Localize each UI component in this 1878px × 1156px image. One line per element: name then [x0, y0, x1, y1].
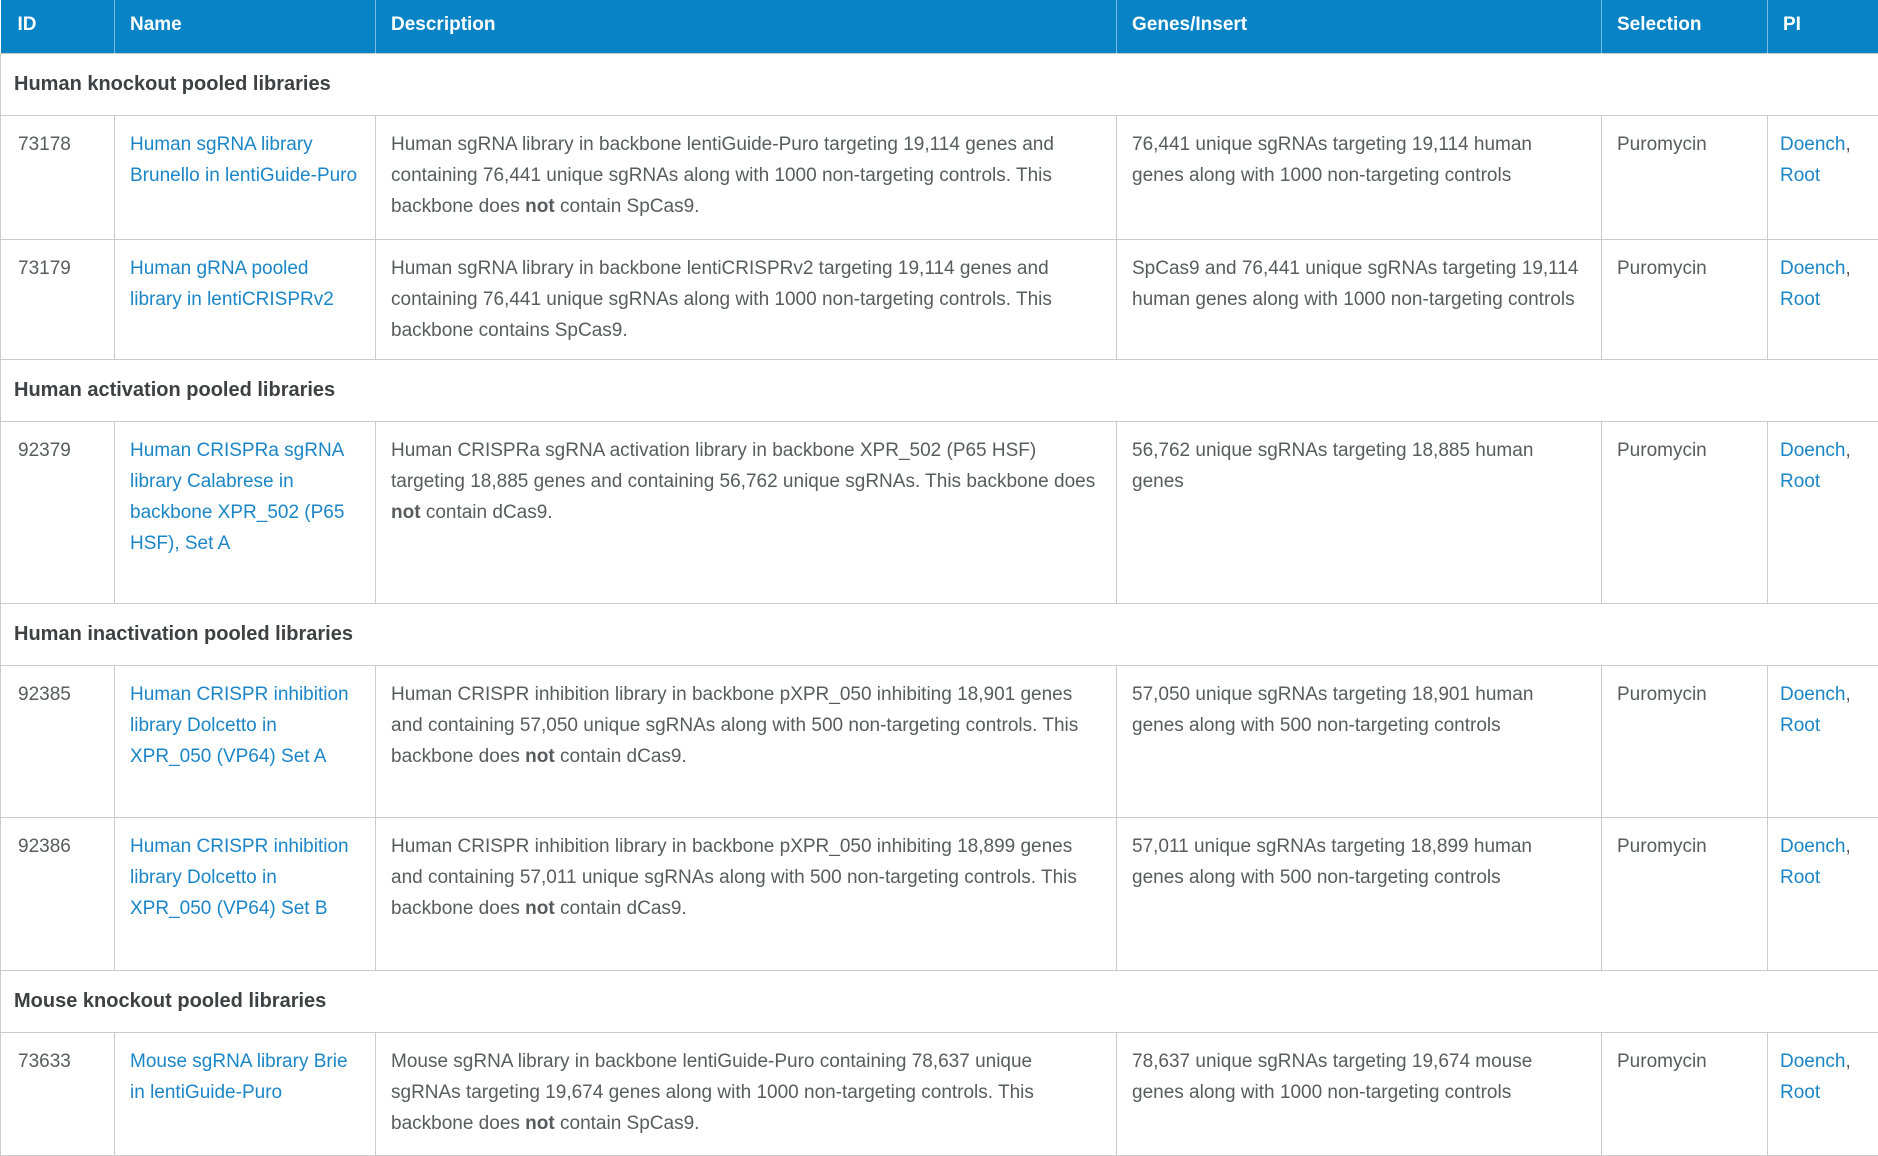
table-row: 92379 Human CRISPRa sgRNA library Calabr…: [1, 421, 1878, 603]
pi-link-doench[interactable]: Doench: [1780, 684, 1846, 705]
pi-link-root[interactable]: Root: [1780, 289, 1820, 310]
description-bold-text: not: [525, 1113, 555, 1134]
library-name-link[interactable]: Human CRISPRa sgRNA library Calabrese in…: [130, 440, 344, 554]
pi-separator: ,: [1846, 134, 1851, 155]
description-cell: Human CRISPR inhibition library in backb…: [376, 817, 1117, 970]
pi-link-root[interactable]: Root: [1780, 471, 1820, 492]
name-cell: Mouse sgRNA library Brie in lentiGuide-P…: [115, 1032, 376, 1155]
pi-cell: Doench, Root: [1768, 817, 1878, 970]
column-header-pi: PI: [1768, 0, 1878, 53]
name-cell: Human sgRNA library Brunello in lentiGui…: [115, 115, 376, 239]
table-header-row: ID Name Description Genes/Insert Selecti…: [1, 0, 1878, 53]
genes-insert-cell: SpCas9 and 76,441 unique sgRNAs targetin…: [1117, 239, 1602, 359]
column-header-name: Name: [115, 0, 376, 53]
id-cell: 73633: [1, 1032, 115, 1155]
pi-cell: Doench, Root: [1768, 115, 1878, 239]
description-bold-text: not: [525, 196, 555, 217]
pi-link-doench[interactable]: Doench: [1780, 440, 1846, 461]
description-bold-text: not: [391, 502, 421, 523]
description-cell: Human CRISPRa sgRNA activation library i…: [376, 421, 1117, 603]
description-bold-text: not: [525, 898, 555, 919]
selection-cell: Puromycin: [1602, 115, 1768, 239]
description-text: Human CRISPR inhibition library in backb…: [391, 684, 1078, 767]
description-text: Human CRISPR inhibition library in backb…: [391, 836, 1077, 919]
description-text: contain SpCas9.: [555, 1113, 700, 1134]
description-text: contain dCas9.: [421, 502, 553, 523]
column-header-selection: Selection: [1602, 0, 1768, 53]
library-name-link[interactable]: Human CRISPR inhibition library Dolcetto…: [130, 684, 349, 767]
id-cell: 73179: [1, 239, 115, 359]
pi-link-root[interactable]: Root: [1780, 1082, 1820, 1103]
id-cell: 92379: [1, 421, 115, 603]
description-text: Mouse sgRNA library in backbone lentiGui…: [391, 1051, 1034, 1134]
name-cell: Human gRNA pooled library in lentiCRISPR…: [115, 239, 376, 359]
library-name-link[interactable]: Mouse sgRNA library Brie in lentiGuide-P…: [130, 1051, 348, 1103]
pi-separator: ,: [1846, 258, 1851, 279]
name-cell: Human CRISPR inhibition library Dolcetto…: [115, 817, 376, 970]
description-text: Human sgRNA library in backbone lentiCRI…: [391, 258, 1052, 341]
genes-insert-cell: 76,441 unique sgRNAs targeting 19,114 hu…: [1117, 115, 1602, 239]
name-cell: Human CRISPRa sgRNA library Calabrese in…: [115, 421, 376, 603]
pi-cell: Doench, Root: [1768, 665, 1878, 817]
column-header-genes-insert: Genes/Insert: [1117, 0, 1602, 53]
name-cell: Human CRISPR inhibition library Dolcetto…: [115, 665, 376, 817]
description-text: contain SpCas9.: [555, 196, 700, 217]
genes-insert-cell: 57,050 unique sgRNAs targeting 18,901 hu…: [1117, 665, 1602, 817]
library-name-link[interactable]: Human CRISPR inhibition library Dolcetto…: [130, 836, 349, 919]
library-name-link[interactable]: Human sgRNA library Brunello in lentiGui…: [130, 134, 357, 186]
pi-separator: ,: [1846, 440, 1851, 461]
selection-cell: Puromycin: [1602, 421, 1768, 603]
id-cell: 92386: [1, 817, 115, 970]
id-cell: 92385: [1, 665, 115, 817]
table-row: 73633 Mouse sgRNA library Brie in lentiG…: [1, 1032, 1878, 1155]
pi-separator: ,: [1846, 684, 1851, 705]
genes-insert-cell: 57,011 unique sgRNAs targeting 18,899 hu…: [1117, 817, 1602, 970]
description-cell: Mouse sgRNA library in backbone lentiGui…: [376, 1032, 1117, 1155]
library-name-link[interactable]: Human gRNA pooled library in lentiCRISPR…: [130, 258, 334, 310]
section-title: Human activation pooled libraries: [1, 359, 1878, 421]
pi-separator: ,: [1846, 1051, 1851, 1072]
section-header-row: Mouse knockout pooled libraries: [1, 970, 1878, 1032]
table-row: 73179 Human gRNA pooled library in lenti…: [1, 239, 1878, 359]
pi-separator: ,: [1846, 836, 1851, 857]
column-header-id: ID: [1, 0, 115, 53]
section-title: Human knockout pooled libraries: [1, 53, 1878, 115]
pi-link-doench[interactable]: Doench: [1780, 836, 1846, 857]
pi-link-root[interactable]: Root: [1780, 715, 1820, 736]
section-header-row: Human activation pooled libraries: [1, 359, 1878, 421]
pi-link-doench[interactable]: Doench: [1780, 1051, 1846, 1072]
selection-cell: Puromycin: [1602, 1032, 1768, 1155]
description-cell: Human sgRNA library in backbone lentiCRI…: [376, 239, 1117, 359]
genes-insert-cell: 78,637 unique sgRNAs targeting 19,674 mo…: [1117, 1032, 1602, 1155]
section-title: Human inactivation pooled libraries: [1, 603, 1878, 665]
id-cell: 73178: [1, 115, 115, 239]
description-cell: Human sgRNA library in backbone lentiGui…: [376, 115, 1117, 239]
column-header-description: Description: [376, 0, 1117, 53]
section-title: Mouse knockout pooled libraries: [1, 970, 1878, 1032]
pi-cell: Doench, Root: [1768, 1032, 1878, 1155]
section-header-row: Human inactivation pooled libraries: [1, 603, 1878, 665]
pi-link-root[interactable]: Root: [1780, 165, 1820, 186]
genes-insert-cell: 56,762 unique sgRNAs targeting 18,885 hu…: [1117, 421, 1602, 603]
pi-link-doench[interactable]: Doench: [1780, 134, 1846, 155]
section-header-row: Human knockout pooled libraries: [1, 53, 1878, 115]
description-text: contain dCas9.: [555, 746, 687, 767]
description-text: Human sgRNA library in backbone lentiGui…: [391, 134, 1054, 217]
pi-link-root[interactable]: Root: [1780, 867, 1820, 888]
description-bold-text: not: [525, 746, 555, 767]
pi-link-doench[interactable]: Doench: [1780, 258, 1846, 279]
description-text: contain dCas9.: [555, 898, 687, 919]
pi-cell: Doench, Root: [1768, 421, 1878, 603]
selection-cell: Puromycin: [1602, 665, 1768, 817]
description-cell: Human CRISPR inhibition library in backb…: [376, 665, 1117, 817]
pi-cell: Doench, Root: [1768, 239, 1878, 359]
description-text: Human CRISPRa sgRNA activation library i…: [391, 440, 1095, 492]
table-row: 92386 Human CRISPR inhibition library Do…: [1, 817, 1878, 970]
table-row: 92385 Human CRISPR inhibition library Do…: [1, 665, 1878, 817]
selection-cell: Puromycin: [1602, 239, 1768, 359]
table-row: 73178 Human sgRNA library Brunello in le…: [1, 115, 1878, 239]
selection-cell: Puromycin: [1602, 817, 1768, 970]
